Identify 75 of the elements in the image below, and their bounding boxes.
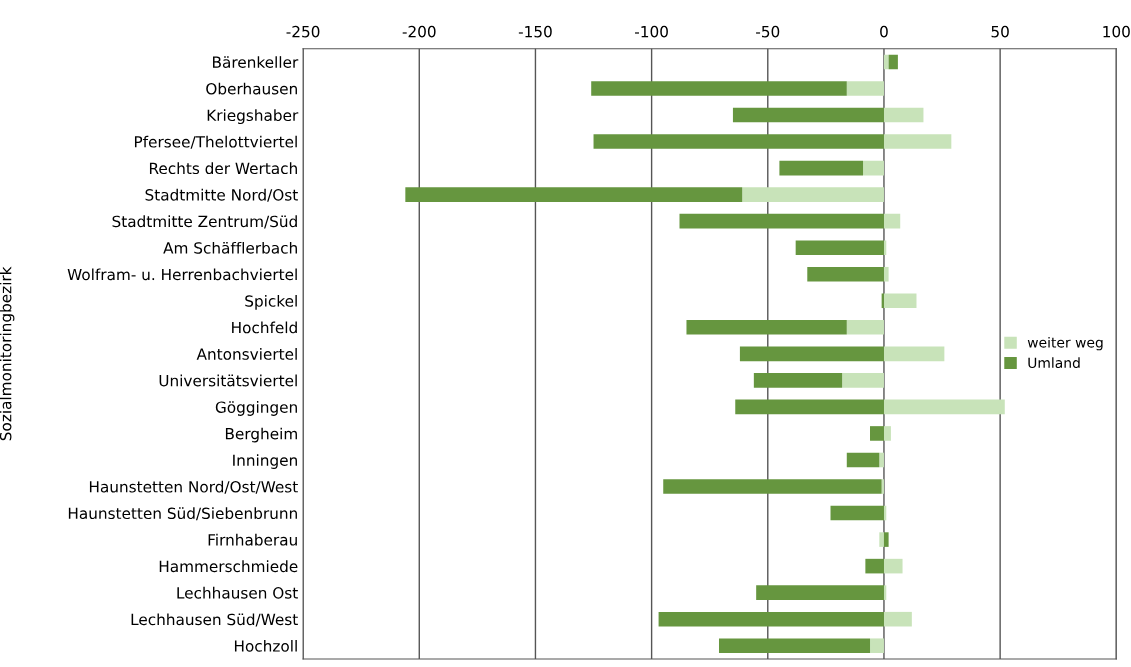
bar bbox=[883, 532, 889, 547]
bar bbox=[883, 266, 889, 282]
bar bbox=[779, 160, 864, 176]
y-tick-label: Hammerschmiede bbox=[159, 560, 298, 573]
bar bbox=[870, 638, 884, 654]
x-tick-label: -50 bbox=[756, 25, 780, 38]
y-tick-label: Lechhausen Ost bbox=[177, 586, 298, 599]
bar bbox=[658, 611, 884, 627]
bar bbox=[719, 638, 871, 654]
legend-label: weiter weg bbox=[1027, 336, 1103, 351]
bar bbox=[679, 213, 884, 229]
y-axis-title: Sozialmonitoringbezirk bbox=[0, 266, 15, 441]
bar bbox=[883, 558, 903, 574]
y-tick-label: Hochzoll bbox=[234, 639, 297, 652]
x-tick-label: -250 bbox=[286, 25, 320, 38]
bar bbox=[739, 346, 884, 362]
bar bbox=[830, 505, 884, 521]
y-tick-label: Haunstetten Süd/Siebenbrunn bbox=[68, 507, 297, 521]
y-tick-label: Stadtmitte Nord/Ost bbox=[145, 188, 298, 202]
legend-label: Umland bbox=[1028, 357, 1080, 369]
bar bbox=[846, 452, 880, 468]
y-tick-label: Haunstetten Nord/Ost/West bbox=[89, 480, 298, 494]
y-tick-label: Oberhausen bbox=[206, 82, 297, 95]
bar bbox=[753, 373, 843, 388]
y-tick-label: Pfersee/Thelottviertel bbox=[134, 135, 297, 149]
y-tick-label: Am Schäfflerbach bbox=[163, 241, 297, 254]
bar bbox=[742, 187, 884, 202]
y-tick-label: Kriegshaber bbox=[207, 109, 299, 125]
y-tick-label: Wolfram- u. Herrenbachviertel bbox=[67, 268, 297, 281]
x-tick-label: -200 bbox=[402, 25, 436, 38]
bar bbox=[735, 399, 884, 415]
bar bbox=[883, 346, 945, 362]
x-tick-label: 100 bbox=[1103, 25, 1130, 38]
bar bbox=[756, 585, 884, 600]
bar bbox=[863, 160, 884, 176]
bar bbox=[870, 426, 884, 441]
bar bbox=[879, 452, 884, 468]
bar bbox=[883, 426, 891, 441]
bar bbox=[865, 558, 884, 574]
y-tick-label: Firnhaberau bbox=[208, 533, 297, 546]
bar bbox=[883, 107, 924, 123]
bar bbox=[879, 532, 884, 547]
bar bbox=[807, 266, 884, 282]
y-tick-label: Inningen bbox=[233, 454, 297, 469]
x-tick-label: -100 bbox=[635, 25, 668, 38]
bar bbox=[663, 479, 882, 494]
bar bbox=[883, 293, 917, 309]
bar bbox=[842, 373, 884, 388]
bar bbox=[405, 187, 743, 202]
bar bbox=[846, 81, 884, 96]
bar bbox=[883, 213, 901, 229]
bar bbox=[686, 320, 847, 335]
y-tick-label: Rechts der Wertach bbox=[149, 162, 297, 175]
bar bbox=[883, 399, 1005, 415]
bar bbox=[591, 81, 847, 96]
bar bbox=[593, 134, 884, 149]
bar bbox=[795, 240, 884, 255]
y-tick-label: Bergheim bbox=[225, 427, 297, 443]
y-tick-label: Göggingen bbox=[215, 401, 297, 416]
bar bbox=[732, 107, 884, 123]
bar bbox=[883, 54, 889, 70]
bar bbox=[888, 54, 898, 70]
y-tick-label: Lechhausen Süd/West bbox=[131, 613, 298, 627]
bar bbox=[883, 134, 952, 149]
x-tick-label: 0 bbox=[880, 25, 888, 38]
bar bbox=[883, 611, 912, 627]
y-tick-label: Antonsviertel bbox=[196, 348, 297, 360]
x-tick-label: 50 bbox=[991, 25, 1009, 38]
y-tick-label: Hochfeld bbox=[232, 321, 297, 334]
y-tick-label: Spickel bbox=[245, 294, 297, 310]
y-tick-label: Stadtmitte Zentrum/Süd bbox=[112, 215, 297, 229]
y-tick-label: Bärenkeller bbox=[213, 56, 299, 68]
x-tick-label: -150 bbox=[518, 25, 552, 38]
bar bbox=[846, 320, 884, 335]
y-tick-label: Universitätsviertel bbox=[159, 374, 297, 387]
